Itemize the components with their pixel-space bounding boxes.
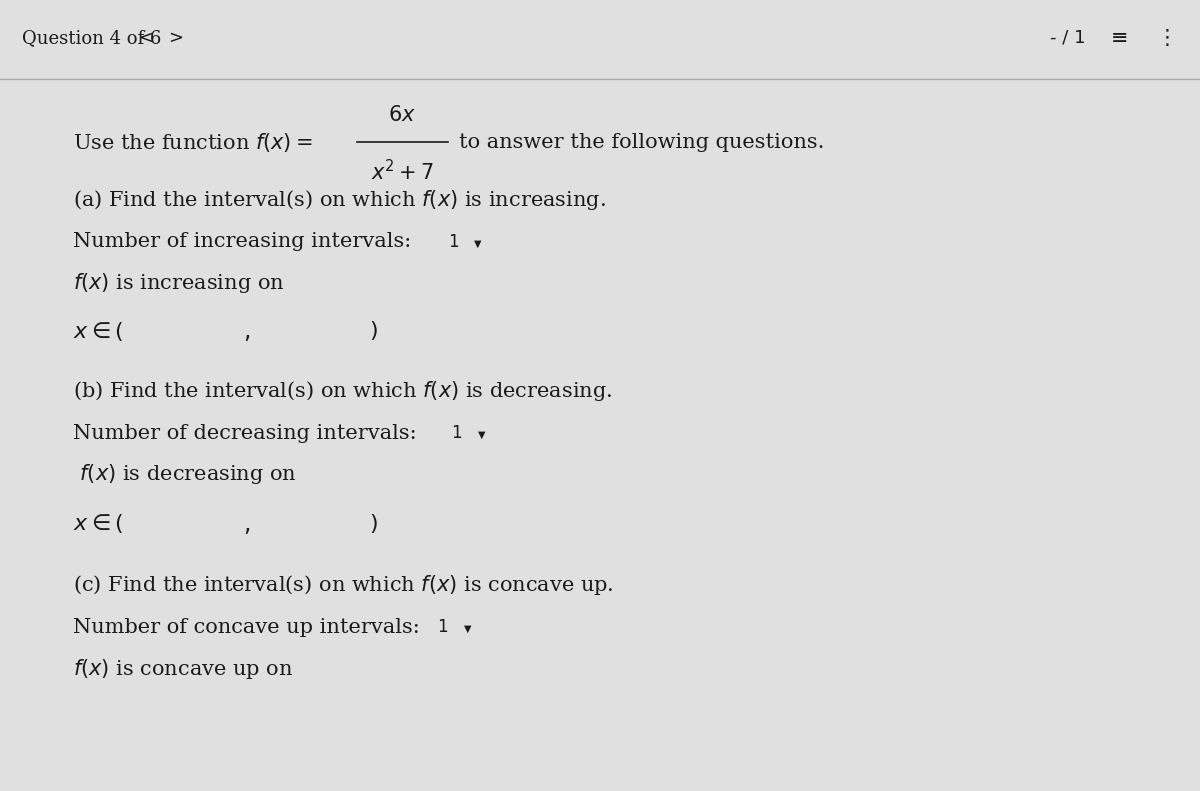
Text: $6x$: $6x$: [389, 105, 416, 125]
Text: $x \in($: $x \in($: [73, 320, 124, 343]
Text: 1: 1: [451, 424, 462, 442]
Text: $f(x)$ is increasing on: $f(x)$ is increasing on: [73, 271, 284, 295]
Text: (c) Find the interval(s) on which $f(x)$ is concave up.: (c) Find the interval(s) on which $f(x)$…: [73, 573, 614, 596]
Text: ▼: ▼: [464, 624, 472, 634]
Text: ▼: ▼: [478, 430, 485, 440]
Text: 1: 1: [448, 233, 458, 251]
Text: Question 4 of 6: Question 4 of 6: [22, 29, 161, 47]
Text: ▼: ▼: [474, 239, 481, 249]
Text: >: >: [168, 29, 184, 47]
Text: ,: ,: [244, 512, 251, 536]
Text: (b) Find the interval(s) on which $f(x)$ is decreasing.: (b) Find the interval(s) on which $f(x)$…: [73, 379, 612, 403]
Text: $f(x)$ is decreasing on: $f(x)$ is decreasing on: [73, 463, 298, 486]
Text: $x^2+7$: $x^2+7$: [371, 159, 433, 184]
Text: Use the function $f(x) = $: Use the function $f(x) = $: [73, 131, 313, 153]
Text: ): ): [370, 514, 378, 534]
Text: ⋮: ⋮: [1157, 28, 1177, 48]
Text: ,: ,: [244, 320, 251, 343]
Text: $x \in($: $x \in($: [73, 513, 124, 536]
Text: to answer the following questions.: to answer the following questions.: [458, 133, 824, 152]
Text: ≡: ≡: [1111, 28, 1129, 48]
Text: Number of decreasing intervals:: Number of decreasing intervals:: [73, 424, 416, 443]
Text: Number of concave up intervals:: Number of concave up intervals:: [73, 618, 420, 637]
Text: <: <: [138, 29, 154, 47]
Text: Number of increasing intervals:: Number of increasing intervals:: [73, 233, 412, 252]
Text: - / 1: - / 1: [1050, 29, 1086, 47]
Text: 1: 1: [438, 619, 449, 636]
Text: (a) Find the interval(s) on which $f(x)$ is increasing.: (a) Find the interval(s) on which $f(x)$…: [73, 188, 606, 212]
Text: $f(x)$ is concave up on: $f(x)$ is concave up on: [73, 657, 294, 680]
Text: ): ): [370, 321, 378, 341]
